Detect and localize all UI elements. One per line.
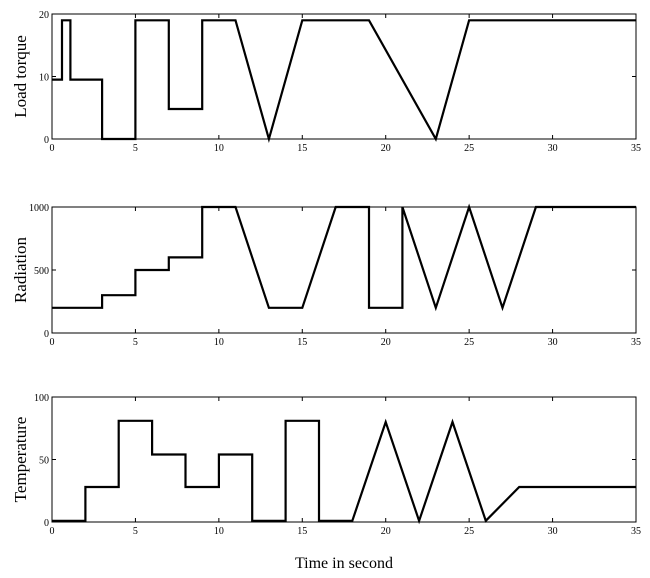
- x-tick-label: 35: [631, 526, 641, 537]
- x-tick-label: 25: [464, 337, 474, 348]
- x-tick-label: 10: [214, 143, 224, 154]
- x-axis-label: Time in second: [295, 555, 393, 572]
- x-tick-label: 35: [631, 143, 641, 154]
- y-tick-label: 1000: [29, 203, 49, 214]
- x-tick-label: 30: [548, 526, 558, 537]
- series-line-2: [52, 203, 636, 312]
- x-tick-label: 30: [548, 143, 558, 154]
- x-tick-label: 5: [133, 143, 138, 154]
- y-tick-label: 0: [44, 135, 49, 146]
- x-tick-label: 30: [548, 337, 558, 348]
- x-tick-label: 15: [297, 143, 307, 154]
- x-tick-label: 15: [297, 337, 307, 348]
- x-tick-label: 20: [381, 526, 391, 537]
- x-tick-label: 0: [50, 526, 55, 537]
- y-tick-label: 10: [39, 73, 49, 84]
- x-tick-label: 35: [631, 337, 641, 348]
- x-tick-label: 25: [464, 526, 474, 537]
- x-tick-label: 5: [133, 526, 138, 537]
- x-tick-label: 15: [297, 526, 307, 537]
- y-tick-label: 500: [34, 266, 49, 277]
- y-tick-label: 50: [39, 456, 49, 467]
- y-axis-label: Load torque: [11, 35, 30, 118]
- plot-frame-1: [51, 13, 637, 140]
- x-tick-label: 25: [464, 143, 474, 154]
- y-tick-label: 100: [34, 393, 49, 404]
- x-tick-label: 0: [50, 143, 55, 154]
- y-axis-label: Temperature: [11, 417, 30, 503]
- x-tick-label: 20: [381, 337, 391, 348]
- x-tick-label: 10: [214, 337, 224, 348]
- x-tick-label: 5: [133, 337, 138, 348]
- series-line-1: [52, 19, 636, 144]
- y-axis-label: Radiation: [11, 236, 30, 303]
- x-tick-label: 0: [50, 337, 55, 348]
- y-tick-label: 0: [44, 518, 49, 529]
- x-tick-label: 10: [214, 526, 224, 537]
- series-line-3: [52, 418, 636, 525]
- y-tick-label: 20: [39, 10, 49, 21]
- plot-frame-3: [51, 396, 637, 523]
- x-tick-label: 20: [381, 143, 391, 154]
- y-tick-label: 0: [44, 329, 49, 340]
